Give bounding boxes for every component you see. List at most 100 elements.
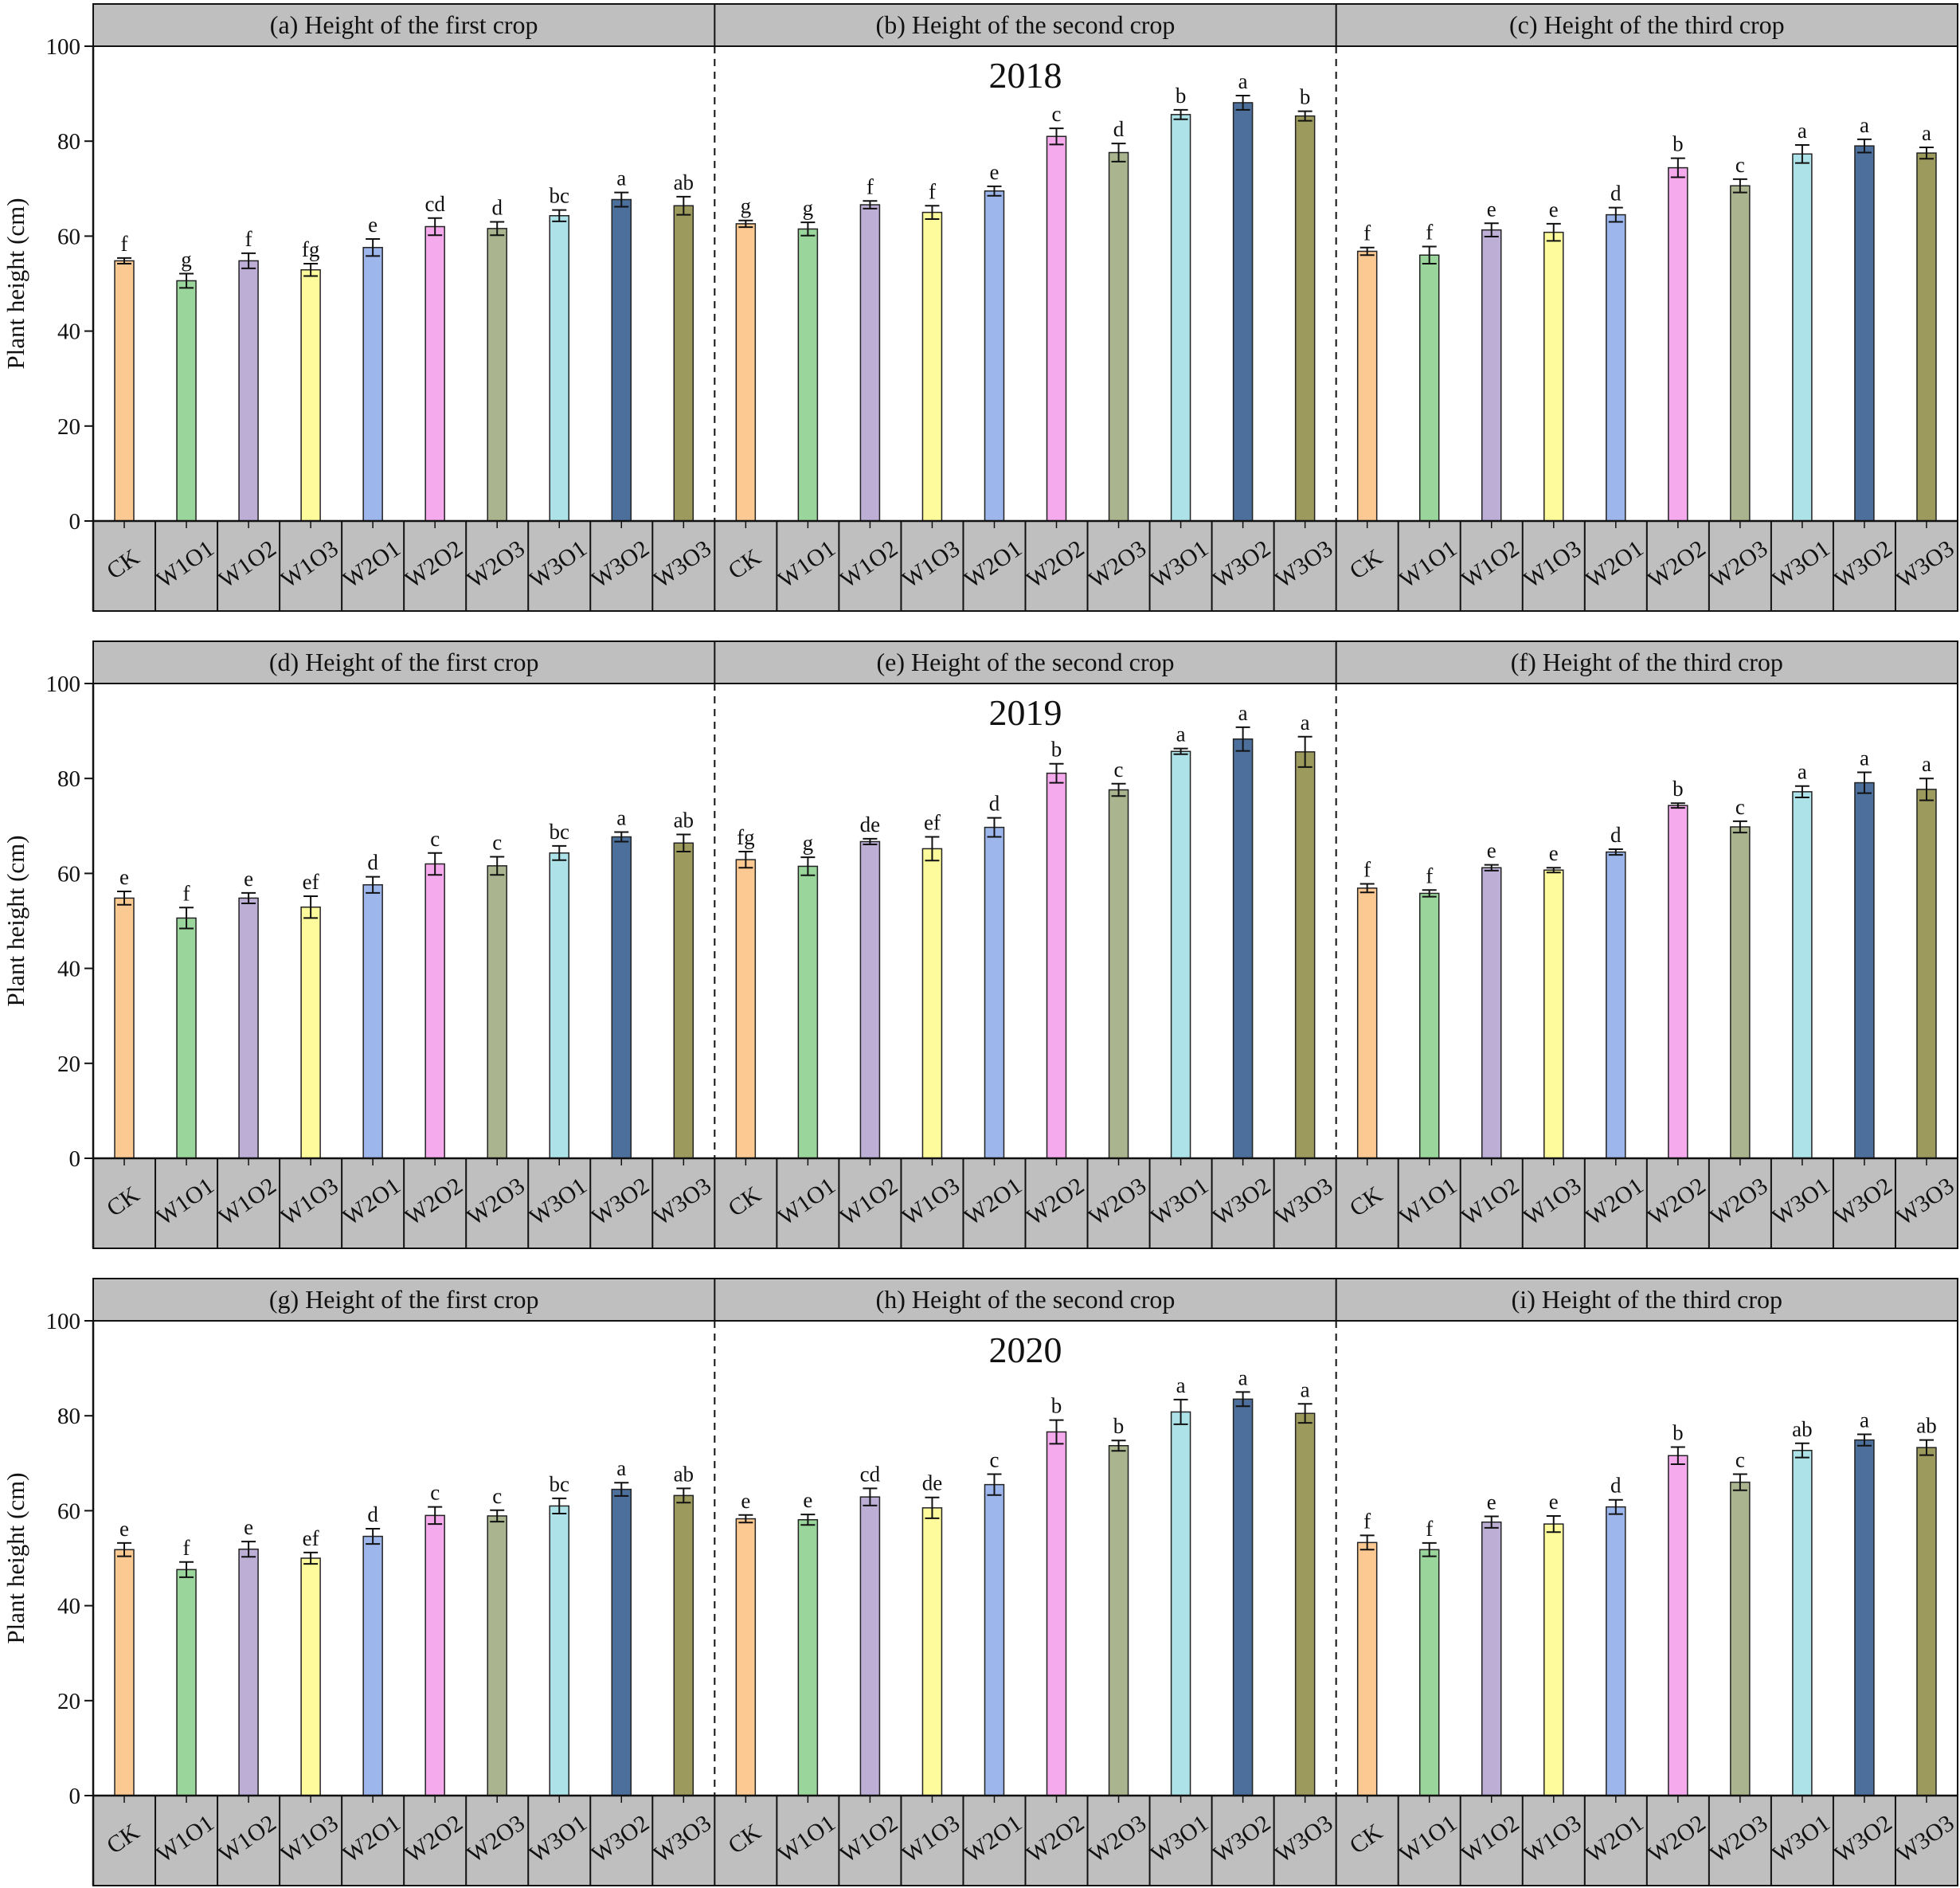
bar-W1O3	[921, 1507, 943, 1796]
panel-title: (i) Height of the third crop	[1512, 1285, 1782, 1314]
significance-letter: e	[1487, 197, 1496, 221]
significance-letter: a	[1860, 113, 1869, 137]
significance-letter: cd	[424, 192, 445, 216]
y-tick-label: 20	[57, 1689, 80, 1714]
significance-letter: a	[616, 1456, 626, 1480]
y-tick-label: 80	[57, 1404, 80, 1429]
significance-letter: a	[1301, 711, 1310, 734]
bar-W2O3	[1730, 826, 1751, 1159]
bar-W2O1	[1606, 1506, 1626, 1796]
year-row-2020: 0 20 40 60 80 100 Plant height (cm) (g) Height …	[2, 1278, 1959, 1886]
significance-letter: b	[1051, 1394, 1062, 1418]
bar-W3O3	[673, 1494, 694, 1796]
significance-letter: e	[989, 160, 999, 184]
bar-W1O3	[1543, 869, 1564, 1159]
year-label: 2019	[988, 692, 1062, 733]
significance-letter: c	[1052, 102, 1062, 126]
bar-W2O3	[1108, 1444, 1129, 1796]
bar-W3O3	[1294, 1412, 1316, 1796]
significance-letter: ab	[674, 1462, 694, 1486]
bar-W1O2	[1481, 1521, 1502, 1796]
bar-CK	[1356, 250, 1378, 522]
significance-letter: ab	[674, 809, 694, 832]
significance-letter: cd	[860, 1462, 881, 1486]
significance-letter: c	[492, 831, 502, 855]
bar-W1O2	[859, 840, 881, 1159]
significance-letter: e	[244, 1515, 253, 1539]
y-tick-label: 40	[57, 319, 80, 345]
panel-title: (d) Height of the first crop	[269, 648, 539, 676]
bar-CK	[114, 1549, 135, 1796]
bar-W1O1	[797, 228, 819, 522]
bar-W3O1	[1792, 1449, 1813, 1796]
bar-W2O1	[984, 826, 1005, 1159]
bar-W3O1	[549, 852, 569, 1159]
bar-W1O3	[1543, 231, 1564, 522]
bar-W1O1	[1418, 254, 1440, 522]
significance-letter: b	[1176, 84, 1187, 108]
bar-W1O2	[859, 204, 881, 522]
bar-W1O2	[859, 1496, 881, 1796]
significance-letter: g	[181, 247, 192, 271]
significance-letter: d	[491, 196, 503, 220]
y-tick-label: 100	[46, 34, 81, 60]
bar-W2O3	[1730, 1481, 1751, 1796]
panel-9: (i) Height of the third cropfCKfW1O1eW1O…	[1335, 1279, 1959, 1886]
bar-W1O3	[921, 211, 943, 522]
significance-letter: e	[741, 1489, 750, 1513]
bar-W3O2	[1854, 781, 1875, 1159]
bar-W1O2	[1481, 867, 1502, 1159]
bar-CK	[735, 223, 757, 522]
bar-W2O1	[1606, 213, 1626, 522]
y-tick-label: 80	[57, 766, 80, 792]
significance-letter: a	[1238, 1365, 1248, 1389]
significance-letter: a	[1238, 69, 1248, 93]
significance-letter: e	[1487, 839, 1496, 863]
significance-letter: b	[1113, 1414, 1125, 1438]
significance-letter: b	[1051, 738, 1062, 762]
bar-W3O3	[1294, 115, 1316, 522]
significance-letter: a	[1922, 752, 1931, 776]
significance-letter: c	[492, 1484, 502, 1508]
significance-letter: f	[183, 1536, 190, 1560]
y-tick-label: 0	[69, 1146, 81, 1172]
bar-W2O2	[1668, 166, 1688, 522]
bar-W1O1	[1418, 892, 1440, 1159]
significance-letter: c	[1735, 795, 1745, 819]
bar-W2O1	[362, 883, 383, 1159]
bar-W3O3	[673, 842, 694, 1159]
facet-strip	[92, 640, 1958, 684]
significance-letter: e	[1487, 1490, 1496, 1514]
bar-W3O2	[1854, 145, 1875, 522]
bar-W2O2	[1668, 1455, 1688, 1796]
bar-W2O2	[1046, 1431, 1067, 1796]
bar-W2O3	[487, 228, 507, 522]
bar-W1O2	[238, 260, 259, 522]
significance-letter: f	[1363, 221, 1371, 245]
significance-letter: e	[1549, 1490, 1559, 1514]
y-tick-label: 60	[57, 224, 80, 249]
significance-letter: d	[367, 1502, 378, 1526]
panel-title: (f) Height of the third crop	[1511, 648, 1783, 676]
bar-W3O2	[611, 198, 632, 522]
bar-W1O1	[1418, 1549, 1440, 1796]
significance-letter: e	[1549, 198, 1559, 221]
significance-letter: f	[1426, 1517, 1433, 1541]
significance-letter: b	[1672, 1421, 1684, 1445]
significance-letter: e	[244, 867, 253, 891]
significance-letter: b	[1672, 132, 1684, 156]
bar-W3O1	[1170, 1411, 1191, 1796]
bar-W3O1	[549, 215, 569, 522]
significance-letter: f	[245, 227, 252, 251]
significance-letter: a	[1860, 746, 1869, 770]
bar-W3O1	[549, 1505, 569, 1796]
significance-letter: b	[1300, 85, 1311, 109]
significance-letter: ef	[303, 870, 319, 894]
significance-letter: f	[183, 881, 190, 905]
significance-letter: e	[119, 865, 129, 889]
bar-W3O2	[1232, 1398, 1254, 1796]
bar-W3O2	[611, 836, 632, 1159]
significance-letter: a	[1922, 121, 1931, 145]
bar-W3O3	[1916, 152, 1937, 522]
significance-letter: d	[1113, 117, 1125, 141]
